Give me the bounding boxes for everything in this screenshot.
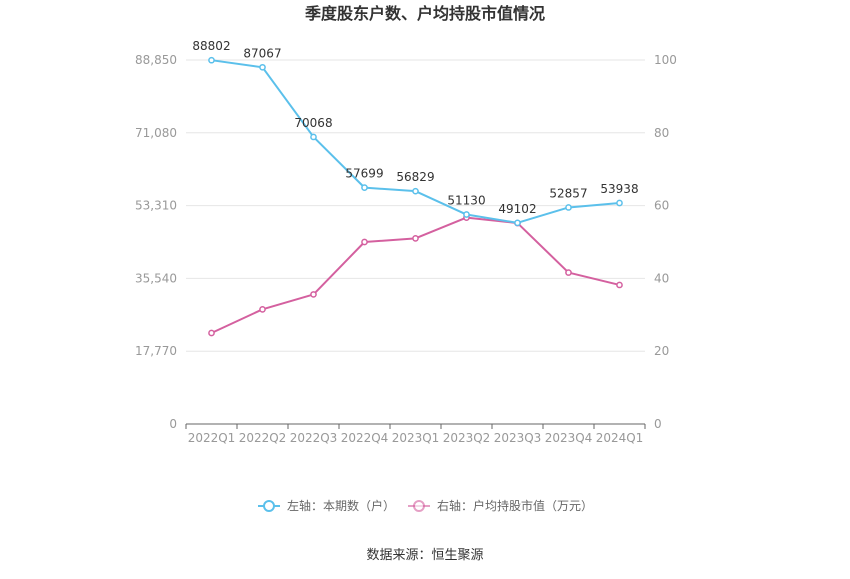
data-point[interactable] xyxy=(208,329,215,337)
data-label: 51130 xyxy=(447,194,485,208)
series-shareholder-count: 88802 87067 70068 57699 56829 51130 49102 52857… xyxy=(192,39,639,227)
x-axis-tick-label: 2022Q1 xyxy=(188,431,236,445)
data-point[interactable] xyxy=(361,184,368,191)
legend-label: 左轴：本期数（户） xyxy=(287,498,395,513)
data-point[interactable] xyxy=(616,281,623,289)
data-label: 88802 xyxy=(192,39,230,53)
data-point[interactable] xyxy=(361,238,368,246)
data-point[interactable] xyxy=(310,133,317,141)
series: 88802 87067 70068 57699 56829 51130 49102 52857… xyxy=(192,39,639,337)
data-point[interactable] xyxy=(412,235,419,242)
axes: 0 0 17,770 20 35,540 40 53,310 60 71,080 80 88,850… xyxy=(135,53,677,445)
data-point[interactable] xyxy=(208,56,215,64)
x-axis-tick-label: 2022Q3 xyxy=(290,431,338,445)
left-axis-tick-label: 88,850 xyxy=(135,53,177,67)
x-axis-tick-label: 2023Q1 xyxy=(392,431,440,445)
right-axis-tick-label: 60 xyxy=(654,199,669,213)
data-point[interactable] xyxy=(616,199,623,207)
left-axis-tick-label: 0 xyxy=(169,417,177,431)
right-axis-tick-label: 0 xyxy=(654,417,662,431)
data-point[interactable] xyxy=(565,204,572,211)
x-axis-tick-label: 2023Q2 xyxy=(443,431,491,445)
right-axis-tick-label: 80 xyxy=(654,126,669,140)
right-axis-tick-label: 100 xyxy=(654,53,677,67)
data-label: 87067 xyxy=(243,46,281,60)
data-label: 52857 xyxy=(549,186,587,200)
data-label: 56829 xyxy=(396,170,434,184)
x-axis-tick-label: 2022Q4 xyxy=(341,431,389,445)
data-point[interactable] xyxy=(514,219,521,227)
right-axis-tick-label: 40 xyxy=(654,271,669,285)
legend[interactable]: 左轴：本期数（户） 右轴：户均持股市值（万元） xyxy=(258,498,593,513)
data-point[interactable] xyxy=(259,305,266,313)
left-axis-tick-label: 53,310 xyxy=(135,199,177,213)
x-axis-tick-label: 2023Q3 xyxy=(494,431,542,445)
data-point[interactable] xyxy=(463,211,470,218)
x-axis-tick-label: 2022Q2 xyxy=(239,431,287,445)
x-axis-tick-label: 2024Q1 xyxy=(596,431,644,445)
data-point[interactable] xyxy=(565,269,572,276)
data-point[interactable] xyxy=(412,187,419,195)
source-note: 数据来源：恒生聚源 xyxy=(366,548,483,563)
legend-circle-marker xyxy=(413,500,425,512)
grid-lines xyxy=(186,59,645,352)
legend-item-right-axis[interactable]: 右轴：户均持股市值（万元） xyxy=(408,498,593,513)
legend-item-left-axis[interactable]: 左轴：本期数（户） xyxy=(258,498,395,513)
legend-circle-marker xyxy=(263,500,275,512)
right-axis-tick-label: 20 xyxy=(654,344,669,358)
legend-label: 右轴：户均持股市值（万元） xyxy=(437,498,593,513)
x-axis-tick-label: 2023Q4 xyxy=(545,431,593,445)
data-label: 53938 xyxy=(600,182,638,196)
data-label: 70068 xyxy=(294,116,332,130)
left-axis-tick-label: 17,770 xyxy=(135,344,177,358)
data-point[interactable] xyxy=(259,63,266,71)
data-label: 57699 xyxy=(345,167,383,181)
left-axis-tick-label: 35,540 xyxy=(135,271,177,285)
series-avg-holding-value xyxy=(208,214,623,337)
chart-title: 季度股东户数、户均持股市值情况 xyxy=(304,4,545,23)
data-label: 49102 xyxy=(498,202,536,216)
left-axis-tick-label: 71,080 xyxy=(135,126,177,140)
data-point[interactable] xyxy=(310,291,317,298)
series-line xyxy=(211,216,620,334)
